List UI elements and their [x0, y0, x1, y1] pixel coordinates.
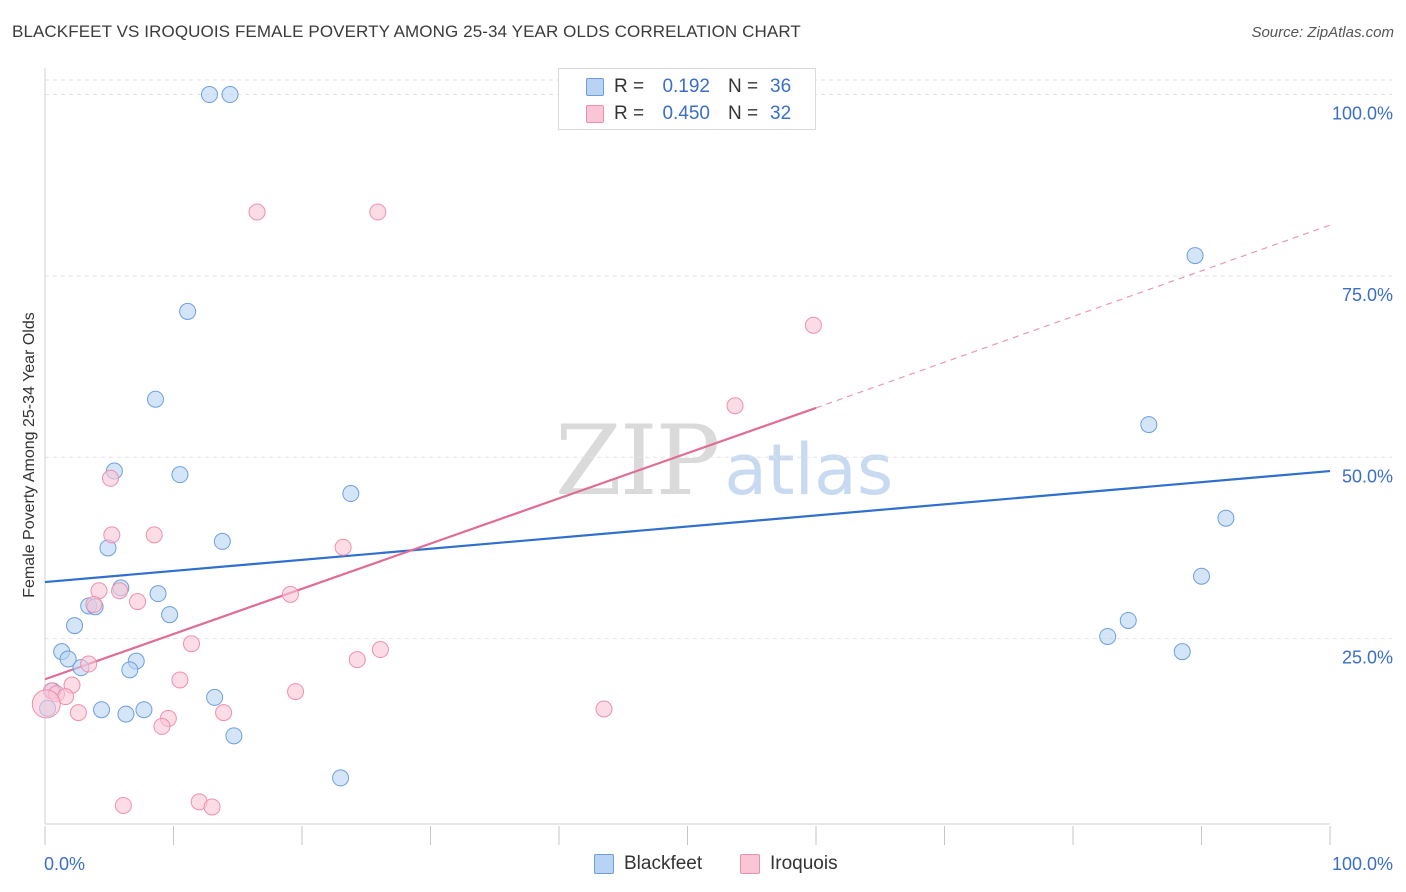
- zipatlas-watermark: ZIPatlas: [555, 405, 893, 517]
- blackfeet-point: [1193, 567, 1210, 585]
- iroquois-point: [726, 397, 744, 415]
- iroquois-point: [145, 526, 163, 544]
- y-tick-label: 75.0%: [1342, 285, 1393, 305]
- blackfeet-point: [221, 86, 239, 104]
- iroquois-point: [153, 717, 171, 735]
- r-value: 0.450: [662, 103, 710, 124]
- iroquois-point: [371, 641, 389, 659]
- data-points: [31, 86, 1235, 816]
- x-tick-label: 100.0%: [1332, 854, 1393, 874]
- iroquois-point: [31, 689, 61, 719]
- blackfeet-point: [213, 532, 231, 550]
- blackfeet-point: [342, 485, 360, 503]
- blackfeet-point: [332, 769, 350, 787]
- iroquois-point: [287, 683, 305, 701]
- chart-title: BLACKFEET VS IROQUOIS FEMALE POVERTY AMO…: [12, 22, 801, 41]
- y-axis-label: Female Poverty Among 25-34 Year Olds: [21, 312, 38, 598]
- iroquois-point: [804, 316, 822, 334]
- n-value: 36: [770, 76, 792, 97]
- blackfeet-point: [59, 650, 77, 668]
- iroquois-point: [171, 671, 189, 689]
- blackfeet-point: [179, 302, 197, 320]
- r-label: R =: [614, 103, 645, 124]
- blackfeet-point: [171, 466, 189, 484]
- y-tick-label: 25.0%: [1342, 648, 1393, 668]
- r-value: 0.192: [662, 76, 710, 97]
- blackfeet-point: [93, 701, 111, 719]
- iroquois-trend-extension: [815, 224, 1331, 409]
- iroquois-point: [103, 526, 121, 544]
- iroquois-point: [102, 469, 120, 487]
- blackfeet-swatch: [586, 78, 604, 96]
- legend-label-iroquois: Iroquois: [770, 853, 838, 874]
- blackfeet-trend-line: [44, 469, 1331, 584]
- legend-item-blackfeet[interactable]: Blackfeet: [594, 852, 702, 876]
- blackfeet-point: [1217, 509, 1235, 527]
- blackfeet-point: [117, 705, 135, 723]
- iroquois-point: [248, 203, 266, 221]
- n-value: 32: [770, 103, 792, 124]
- source-label: Source: ZipAtlas.com: [1251, 24, 1394, 41]
- iroquois-point: [595, 700, 613, 718]
- legend-row-blackfeet: R = 0.192 N = 36: [586, 75, 791, 99]
- iroquois-point: [281, 585, 299, 603]
- n-label: N =: [728, 103, 759, 124]
- legend-label-blackfeet: Blackfeet: [624, 853, 703, 874]
- legend-item-iroquois[interactable]: Iroquois: [740, 852, 838, 876]
- iroquois-point: [203, 798, 221, 816]
- iroquois-trend-line: [44, 406, 817, 681]
- blackfeet-point: [225, 727, 243, 745]
- y-tick-label: 50.0%: [1342, 466, 1393, 486]
- legend-row-iroquois: R = 0.450 N = 32: [586, 102, 791, 126]
- iroquois-point: [69, 704, 87, 722]
- blackfeet-point: [149, 585, 167, 603]
- n-label: N =: [728, 76, 759, 97]
- watermark-zip: ZIP: [555, 405, 720, 517]
- gridlines: [45, 79, 1392, 640]
- correlation-legend: R = 0.192 N = 36 R = 0.450 N = 32: [558, 68, 816, 130]
- iroquois-point: [129, 593, 147, 611]
- blackfeet-point: [200, 86, 218, 104]
- iroquois-point: [85, 596, 103, 614]
- blackfeet-swatch: [594, 854, 614, 874]
- iroquois-swatch: [740, 854, 760, 874]
- iroquois-point: [334, 538, 352, 556]
- blackfeet-point: [1119, 611, 1137, 629]
- watermark-atlas: atlas: [724, 429, 894, 511]
- blackfeet-point: [161, 606, 179, 624]
- blackfeet-point: [206, 688, 224, 706]
- iroquois-swatch: [586, 105, 604, 123]
- x-tick-label: 0.0%: [44, 854, 85, 874]
- iroquois-point: [111, 582, 129, 600]
- tick-labels: 25.0% 50.0% 75.0% 100.0% 0.0% 100.0%: [44, 104, 1393, 874]
- blackfeet-point: [1140, 416, 1158, 434]
- blackfeet-point: [1173, 643, 1191, 661]
- blackfeet-point: [1186, 247, 1204, 265]
- blackfeet-point: [121, 661, 139, 679]
- trend-lines: [44, 224, 1331, 681]
- iroquois-point: [182, 635, 200, 653]
- iroquois-point: [80, 655, 98, 673]
- y-tick-label: 100.0%: [1332, 104, 1393, 124]
- iroquois-point: [348, 651, 366, 669]
- iroquois-point: [369, 203, 387, 221]
- r-label: R =: [614, 76, 645, 97]
- blackfeet-point: [1099, 627, 1117, 645]
- iroquois-point: [114, 796, 132, 814]
- iroquois-point: [215, 704, 233, 722]
- blackfeet-point: [135, 701, 153, 719]
- blackfeet-point: [66, 617, 84, 635]
- blackfeet-point: [147, 390, 165, 408]
